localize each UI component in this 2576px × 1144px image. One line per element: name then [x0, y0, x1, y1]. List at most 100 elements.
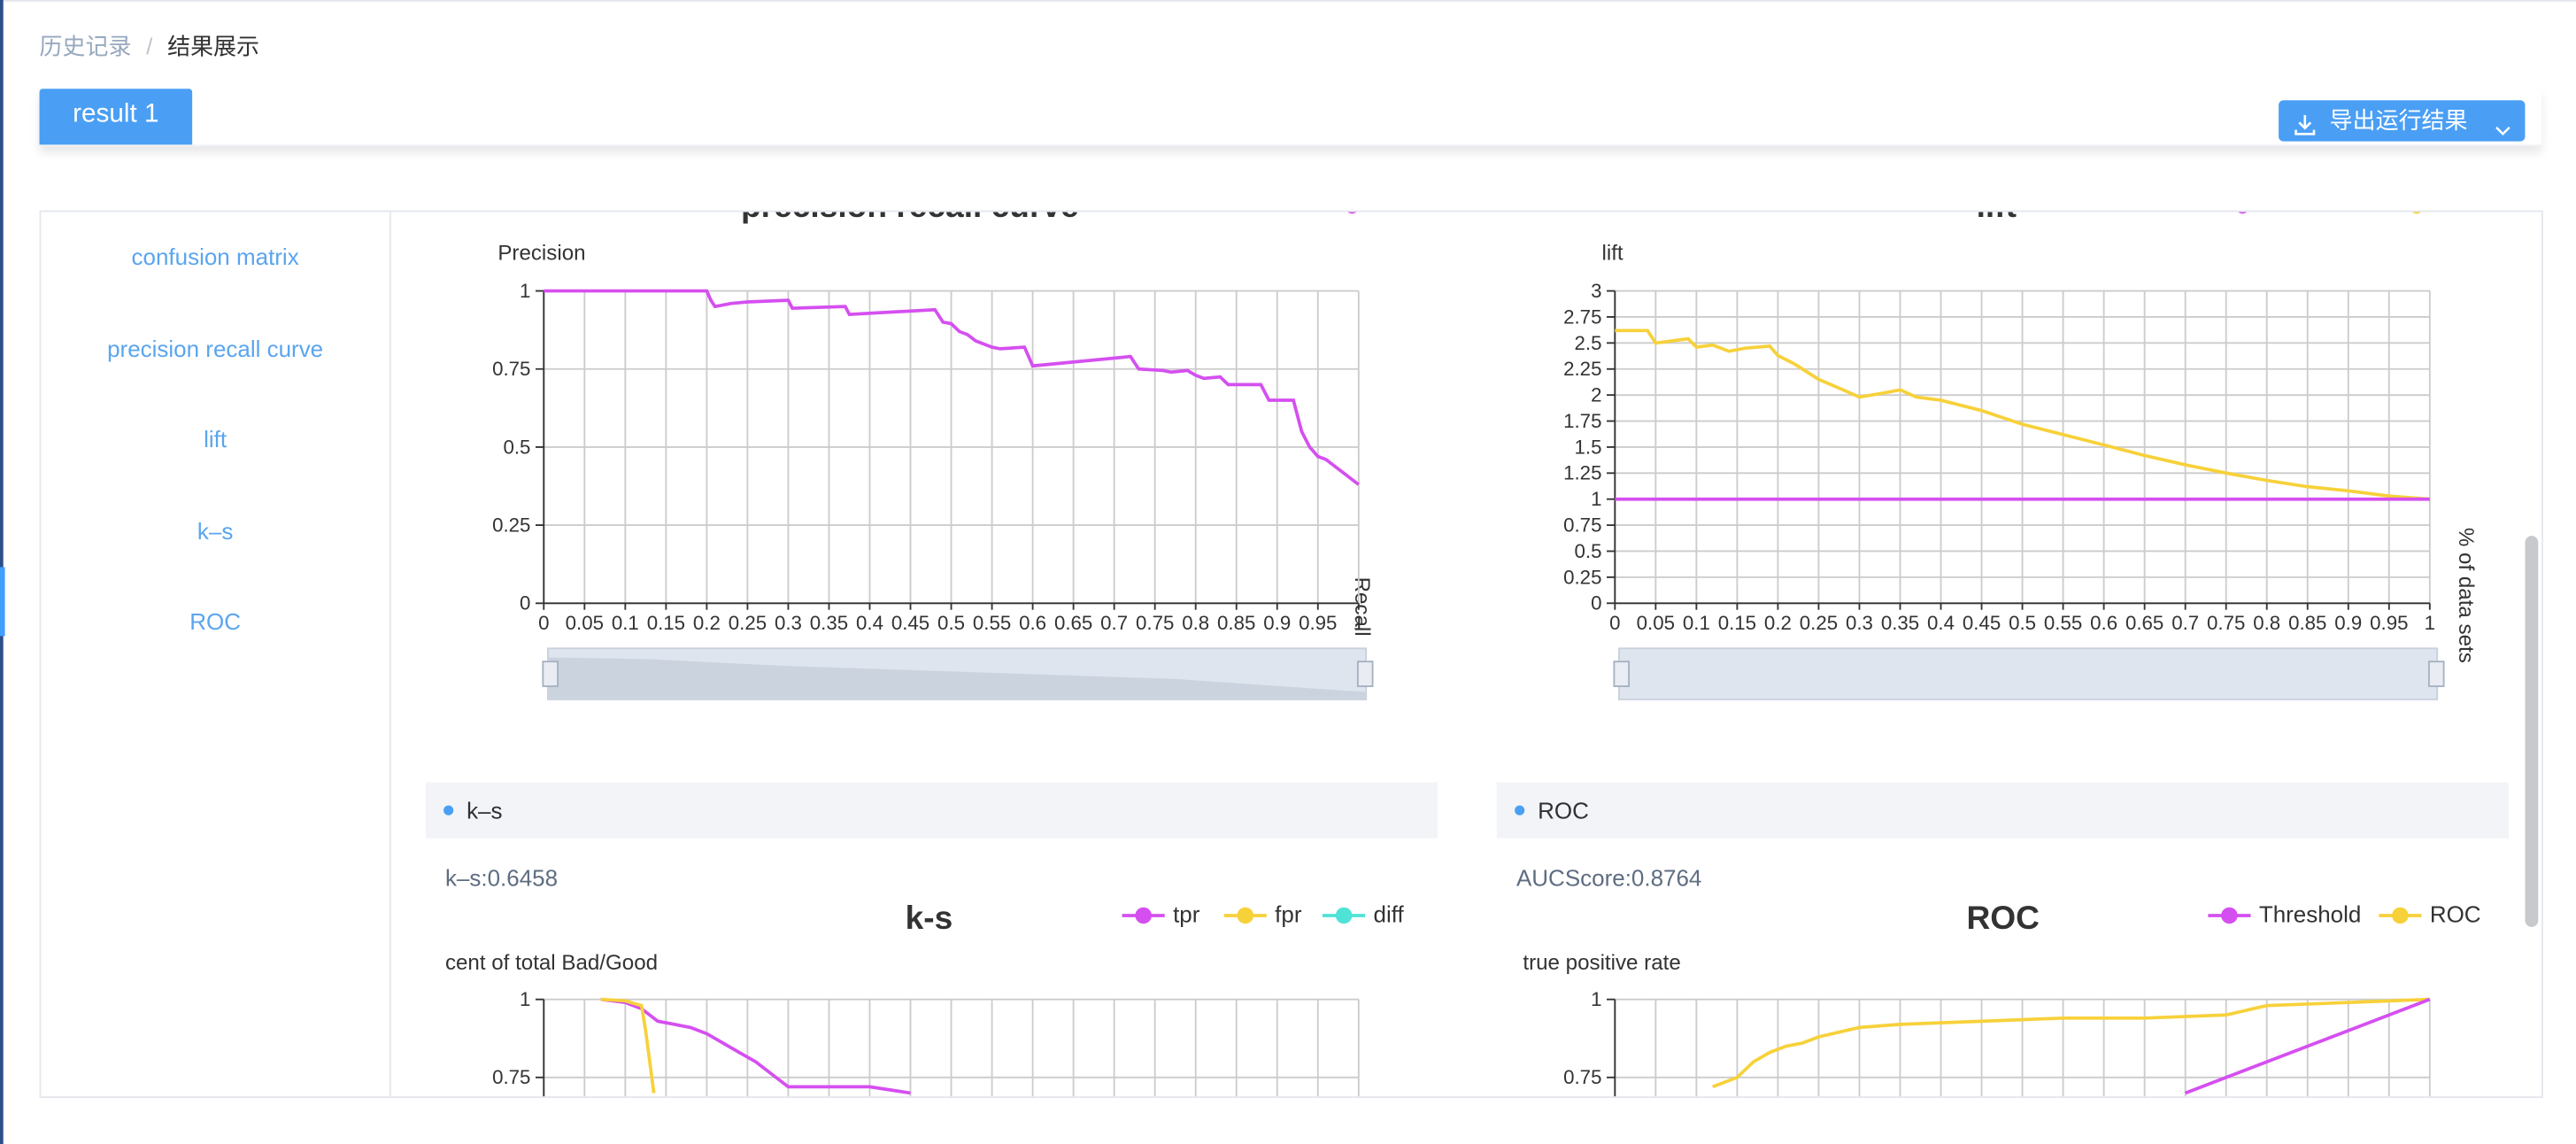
roc-legend-roc[interactable]: ROC: [2429, 901, 2481, 927]
breadcrumb-separator: /: [146, 33, 153, 59]
result-tab-bar: result 1 导出运行结果: [39, 89, 2542, 147]
ks-section-title: k–s: [467, 797, 503, 824]
lift-x-tick-label: 0.15: [1718, 612, 1756, 634]
lift-legend-marker-2: [2412, 212, 2421, 214]
lift-chart: 0 0.25 0.5 0.75 1 1.25 1.5 1.75 2 2.25 2.5 2.75 3 0 0.…: [1563, 280, 2435, 634]
pr-x-tick-label: 0.85: [1217, 612, 1255, 634]
pr-x-tick-label: 0.55: [973, 612, 1011, 634]
pr-y-tick-label: 0.75: [492, 358, 530, 380]
pr-x-tick-label: 0.05: [566, 612, 604, 634]
lift-y-tick-label: 3: [1591, 280, 1601, 302]
lift-y-tick-label: 0.25: [1563, 566, 1601, 588]
lift-y-tick-label: 2.75: [1563, 305, 1601, 328]
results-panel: confusion matrix precision recall curve …: [39, 210, 2543, 1099]
lift-y-tick-label: 0.5: [1575, 540, 1602, 562]
roc-series-roc: [1712, 997, 2430, 1089]
sidebar-item-precision-recall-curve[interactable]: precision recall curve: [107, 335, 324, 362]
lift-zoom-handle-right[interactable]: [2427, 661, 2445, 687]
pr-x-tick-label: 0.15: [647, 612, 685, 634]
lift-x-tick-label: 0: [1609, 612, 1620, 634]
lift-y-tick-label: 1.5: [1575, 436, 1602, 458]
pr-zoom-preview: [548, 657, 1366, 699]
lift-legend-marker-1: [2238, 212, 2248, 214]
lift-y-axis-label: lift: [1601, 240, 1623, 265]
pr-x-tick-label: 0.5: [937, 612, 965, 634]
ks-y-tick-label: 0.75: [492, 1066, 530, 1088]
lift-zoom-slider[interactable]: [1613, 647, 2445, 700]
lift-y-tick-label: 2: [1591, 384, 1601, 406]
lift-x-tick-label: 0.7: [2171, 612, 2199, 634]
roc-y-axis-label: true positive rate: [1523, 949, 1681, 975]
sidebar-item-k-s[interactable]: k–s: [197, 517, 234, 545]
roc-y-tick-label: 1: [1591, 988, 1601, 1010]
ks-chart-title: k-s: [905, 901, 953, 938]
lift-zoom-handle-left[interactable]: [1613, 661, 1631, 687]
pr-x-tick-label: 0.95: [1299, 612, 1337, 634]
ks-legend-diff-icon[interactable]: [1322, 904, 1366, 927]
lift-series-0: [1615, 329, 2430, 501]
lift-chart-title: lift: [1977, 212, 2017, 227]
sidebar-item-roc[interactable]: ROC: [189, 607, 242, 635]
breadcrumb-current: 结果展示: [167, 33, 260, 59]
lift-y-tick-label: 0: [1591, 592, 1601, 615]
vertical-scrollbar[interactable]: [2525, 536, 2539, 927]
roc-chart: 10.75: [1563, 988, 2431, 1097]
pr-y-tick-label: 0.25: [492, 514, 530, 537]
pr-x-tick-label: 0.9: [1263, 612, 1291, 634]
roc-legend-threshold-icon[interactable]: [2208, 904, 2251, 927]
pr-x-tick-label: 0.7: [1100, 612, 1128, 634]
ks-series-fpr: [600, 997, 656, 1094]
pr-series-0: [544, 289, 1360, 486]
breadcrumb: 历史记录 / 结果展示: [40, 29, 259, 62]
lift-y-tick-label: 0.75: [1563, 514, 1601, 537]
lift-x-tick-label: 0.95: [2370, 612, 2408, 634]
pr-x-tick-label: 0.75: [1136, 612, 1174, 634]
roc-legend-roc-icon[interactable]: [2379, 904, 2422, 927]
export-results-button[interactable]: 导出运行结果: [2279, 100, 2526, 142]
pr-zoom-handle-left[interactable]: [542, 661, 559, 687]
pr-y-axis-label: Precision: [497, 240, 586, 265]
lift-x-tick-label: 0.5: [2009, 612, 2036, 634]
pr-x-tick-label: 0: [538, 612, 549, 634]
ks-y-axis-label: cent of total Bad/Good: [444, 949, 659, 975]
roc-series-threshold: [2185, 997, 2431, 1095]
lift-x-tick-label: 0.6: [2090, 612, 2117, 634]
ks-legend-diff[interactable]: diff: [1373, 901, 1404, 927]
sidebar-item-confusion-matrix[interactable]: confusion matrix: [131, 243, 299, 270]
pr-zoom-slider[interactable]: [542, 647, 1374, 700]
pr-zoom-handle-right[interactable]: [1356, 661, 1374, 687]
pr-x-tick-label: 0.1: [612, 612, 639, 634]
pr-x-tick-label: 1: [1354, 612, 1364, 634]
lift-x-tick-label: 0.35: [1881, 612, 1919, 634]
export-results-label: 导出运行结果: [2329, 106, 2468, 134]
breadcrumb-history-link[interactable]: 历史记录: [39, 33, 132, 59]
chart-nav-sidebar: confusion matrix precision recall curve …: [41, 212, 391, 1097]
pr-y-tick-label: 1: [520, 280, 530, 302]
roc-legend-threshold[interactable]: Threshold: [2258, 901, 2362, 927]
sidebar-item-lift[interactable]: lift: [204, 425, 228, 452]
lift-x-tick-label: 0.3: [1846, 612, 1873, 634]
pr-x-tick-label: 0.8: [1182, 612, 1209, 634]
lift-x-tick-label: 1: [2425, 612, 2435, 634]
app-sidebar-active-marker: [0, 567, 5, 637]
ks-legend-fpr[interactable]: fpr: [1275, 901, 1302, 927]
lift-x-tick-label: 0.9: [2334, 612, 2362, 634]
lift-x-tick-label: 0.8: [2253, 612, 2280, 634]
roc-section-title: ROC: [1538, 797, 1589, 824]
roc-auc-score: AUCScore:0.8764: [1516, 864, 1702, 892]
ks-y-tick-label: 1: [520, 988, 530, 1010]
ks-score: k–s:0.6458: [444, 864, 559, 892]
lift-x-tick-label: 0.75: [2207, 612, 2245, 634]
pr-y-tick-label: 0.5: [503, 436, 530, 458]
roc-y-tick-label: 0.75: [1563, 1066, 1601, 1088]
pr-y-tick-label: 0: [520, 592, 530, 615]
ks-legend-tpr[interactable]: tpr: [1173, 901, 1200, 927]
ks-section-header: k–s: [425, 782, 1438, 839]
pr-x-tick-label: 0.35: [810, 612, 848, 634]
tab-result-1[interactable]: result 1: [39, 89, 193, 145]
roc-section-header: ROC: [1496, 782, 2509, 839]
lift-y-tick-label: 1.75: [1563, 410, 1601, 432]
ks-legend-fpr-icon[interactable]: [1223, 904, 1267, 927]
lift-x-tick-label: 0.55: [2044, 612, 2082, 634]
ks-legend-tpr-icon[interactable]: [1122, 904, 1165, 927]
